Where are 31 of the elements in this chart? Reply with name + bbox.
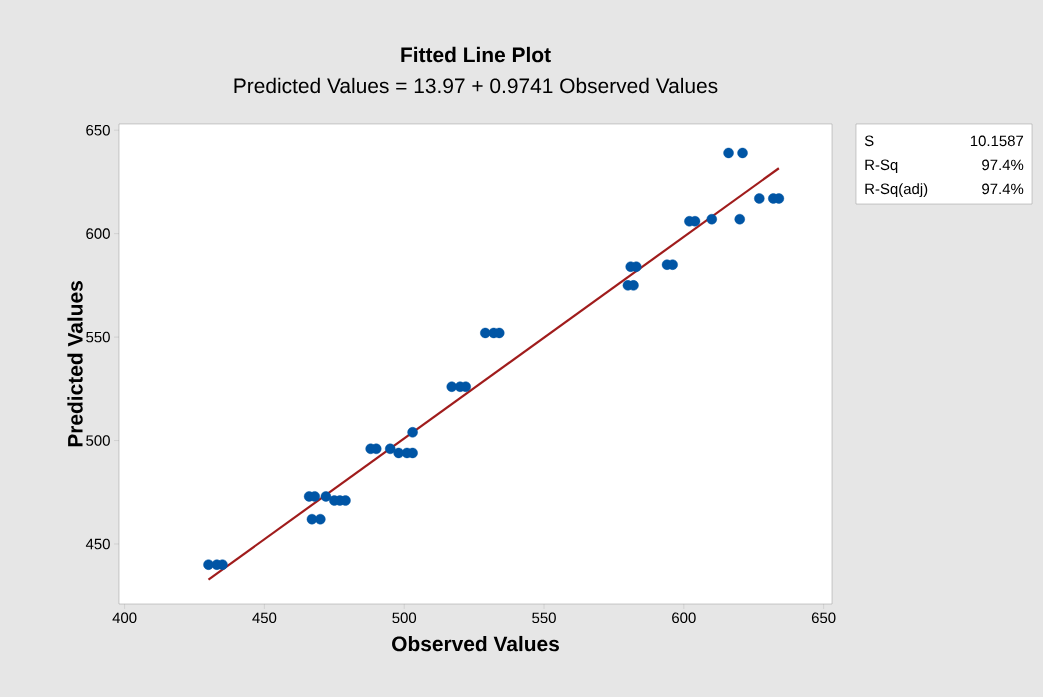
y-tick-label: 500 bbox=[86, 435, 110, 446]
point bbox=[734, 213, 745, 225]
text: 10.1587 bbox=[970, 135, 1024, 147]
point bbox=[754, 193, 765, 204]
point bbox=[407, 427, 418, 438]
chart-subtitle: Predicted Values = 13.97 + 0.9741 Observed Values bbox=[234, 77, 718, 94]
text: R-Sq(adj) bbox=[865, 183, 928, 198]
text: 97.4% bbox=[982, 183, 1024, 195]
text: S bbox=[864, 135, 874, 147]
y-tick-label: 600 bbox=[86, 228, 110, 239]
x-tick-label: 500 bbox=[392, 612, 417, 624]
x-tick-label: 550 bbox=[532, 612, 556, 624]
x-tick-label: 600 bbox=[672, 612, 696, 624]
x-axis-title: Observed Values bbox=[392, 635, 559, 652]
x-tick-label: 650 bbox=[811, 612, 836, 624]
chart-title: Fitted Line Plot bbox=[401, 46, 551, 63]
y-axis-title: Predicted Values bbox=[67, 281, 83, 447]
x-tick-label: 450 bbox=[252, 612, 277, 624]
text: 97.4% bbox=[982, 159, 1024, 171]
point bbox=[315, 513, 326, 525]
point bbox=[203, 559, 214, 570]
x-tick-label: 400 bbox=[112, 612, 137, 624]
y-tick-label: 550 bbox=[86, 331, 110, 343]
point bbox=[320, 491, 332, 502]
text: R-Sq bbox=[865, 159, 898, 174]
y-tick-label: 650 bbox=[86, 124, 110, 136]
point bbox=[385, 443, 396, 455]
point bbox=[706, 213, 717, 225]
point bbox=[723, 147, 734, 159]
y-tick-label: 450 bbox=[85, 538, 110, 550]
point bbox=[737, 147, 748, 159]
